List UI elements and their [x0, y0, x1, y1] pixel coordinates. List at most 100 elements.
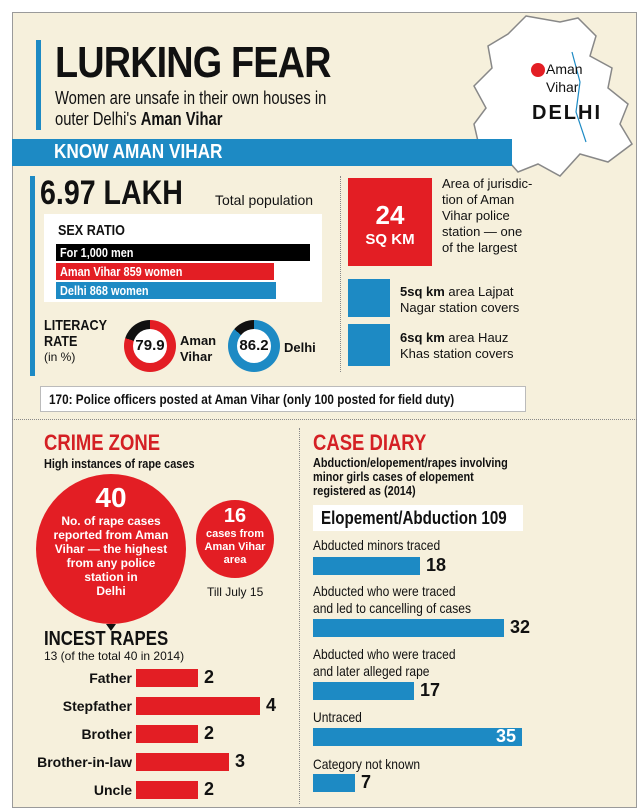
incest-category-label: Brother [81, 726, 132, 742]
literacy-donut: 79.9 [124, 320, 176, 372]
incest-value-label: 3 [235, 751, 246, 771]
arrow-down-icon [106, 624, 116, 631]
jurisdiction-text-line: of the largest [442, 240, 518, 255]
incest-subtitle: 13 (of the total 40 in 2014) [44, 649, 185, 663]
map-region-label: DELHI [532, 102, 602, 124]
incest-category-label: Brother-in-law [37, 754, 132, 770]
sex-ratio-box: SEX RATIO For 1,000 men Aman Vihar 859 wo… [44, 214, 322, 302]
case-value-label: 18 [426, 555, 447, 575]
elopement-total: Elopement/Abduction 109 [321, 508, 507, 528]
rape-cases-text-line: station in [84, 570, 138, 584]
literacy-title: LITERACY RATE [44, 317, 107, 350]
case-category-label: and later alleged rape [313, 663, 430, 679]
incest-value-label: 4 [266, 695, 277, 715]
cases-circle-small: 16 cases from Aman Vihar area [196, 500, 274, 578]
case-category-label: Abducted minors traced [313, 537, 441, 553]
section-band: KNOW AMAN VIHAR [12, 139, 512, 166]
cases-small-caption: Till July 15 [207, 585, 264, 599]
cases-small-text-line: cases from [205, 528, 265, 540]
case-category-label: Abducted who were traced [313, 583, 456, 599]
incest-bar [136, 753, 229, 771]
incest-value-label: 2 [204, 667, 215, 687]
incest-bar [136, 697, 260, 715]
lajpat-nagar-square [348, 279, 390, 317]
case-category-label: and led to cancelling of cases [313, 600, 471, 616]
police-note-box: 170: Police officers posted at Aman Viha… [40, 386, 526, 412]
jurisdiction-text: Area of jurisdic-tion of Aman Vihar polic… [442, 176, 552, 256]
divider [340, 176, 342, 372]
jurisdiction-unit: SQ KM [365, 231, 415, 248]
incest-bar [136, 781, 198, 799]
incest-title: INCEST RAPES [44, 628, 169, 650]
rape-cases-text-line: Vihar — the highest [54, 542, 168, 556]
sex-ratio-label: For 1,000 men [60, 245, 134, 260]
elopement-total-box: Elopement/Abduction 109 [313, 505, 523, 531]
incest-category-label: Stepfather [62, 698, 132, 714]
literacy-label: Delhi [284, 340, 316, 356]
case-bar [313, 728, 522, 746]
rape-cases-text-line: from any police [66, 556, 156, 570]
case-diary-subheading: Abduction/elopement/rapes involving minor… [313, 456, 508, 498]
population-label: Total population [215, 192, 314, 208]
case-bar [313, 619, 504, 637]
sex-ratio-label: Aman Vihar 859 women [60, 264, 183, 279]
page-subtitle: Women are unsafe in their own houses in … [55, 88, 327, 129]
rape-cases-value: 40 [95, 482, 127, 513]
case-category-label: Abducted who were traced [313, 646, 456, 662]
location-marker-icon [531, 63, 545, 77]
case-category-label: Category not known [313, 756, 421, 772]
delhi-map [473, 15, 633, 177]
rape-cases-text-line: reported from Aman [53, 528, 169, 542]
cases-small-text-line: area [223, 554, 247, 566]
incest-category-label: Father [89, 670, 132, 686]
literacy-label-line: Aman [180, 333, 217, 348]
case-value-label: 35 [496, 726, 517, 746]
cases-small-value: 16 [223, 505, 247, 527]
sex-ratio-bar: Aman Vihar 859 women [56, 263, 274, 280]
literacy-label: Aman Vihar [180, 333, 216, 365]
case-category-label: Untraced [313, 709, 362, 725]
map-place-label: Aman Vihar [546, 61, 583, 95]
rape-cases-text-line: Delhi [96, 584, 126, 598]
jurisdiction-text-line: tion of Aman [442, 192, 515, 207]
sex-ratio-label: Delhi 868 women [60, 283, 149, 298]
incest-value-label: 2 [204, 779, 215, 799]
case-value-label: 7 [361, 772, 372, 792]
case-diary-subheading-line: registered as (2014) [313, 483, 416, 498]
lajpat-nagar-text: 5sq km area Lajpat Nagar station covers [400, 284, 520, 315]
case-value-label: 32 [510, 617, 531, 637]
literacy-label-line: Vihar [180, 349, 213, 364]
literacy-donut: 86.2 [228, 320, 280, 372]
rape-cases-text: No. of rape cases reported from Aman Vihar… [36, 514, 186, 598]
literacy-value: 79.9 [133, 329, 167, 363]
case-diary-subheading-line: minor girls cases of elopement [313, 469, 474, 484]
incest-bar [136, 725, 198, 743]
case-value-label: 17 [420, 680, 441, 700]
page-title: LURKING FEAR [55, 38, 331, 87]
divider [12, 419, 637, 420]
case-diary-subheading-line: Abduction/elopement/rapes involving [313, 455, 508, 470]
sex-ratio-bar: Delhi 868 women [56, 282, 276, 299]
jurisdiction-text-line: Vihar police [442, 208, 510, 223]
accent-stripe [30, 176, 35, 376]
population-value: 6.97 LAKH [40, 174, 183, 212]
accent-stripe [36, 40, 41, 130]
incest-bar [136, 669, 198, 687]
hauz-khas-square [348, 324, 390, 366]
sex-ratio-title: SEX RATIO [58, 222, 125, 239]
cases-small-text: cases from Aman Vihar area [196, 528, 274, 567]
jurisdiction-text-line: station — one [442, 224, 523, 239]
literacy-label-line: Delhi [284, 340, 316, 355]
divider [299, 428, 300, 804]
case-bar [313, 682, 414, 700]
literacy-value: 86.2 [237, 329, 271, 363]
crime-zone-heading: CRIME ZONE [44, 430, 161, 455]
rape-cases-circle: 40 No. of rape cases reported from Aman Vi… [36, 474, 186, 624]
sex-ratio-bar: For 1,000 men [56, 244, 310, 261]
jurisdiction-text-line: Area of jurisdic- [442, 176, 533, 191]
literacy-unit: (in %) [44, 350, 76, 364]
case-diary-heading: CASE DIARY [313, 430, 427, 455]
jurisdiction-value: 24 [375, 200, 405, 230]
crime-zone-subheading: High instances of rape cases [44, 456, 195, 471]
case-bar [313, 774, 355, 792]
